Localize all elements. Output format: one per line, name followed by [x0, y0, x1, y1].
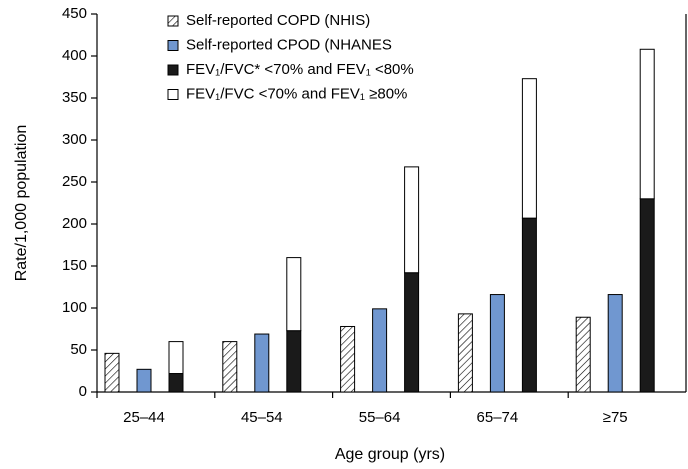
- y-tick-label: 450: [62, 5, 87, 22]
- bar: [639, 198, 655, 393]
- x-tick-label: 25–44: [123, 409, 165, 426]
- y-tick-label: 50: [70, 341, 87, 358]
- legend-label: FEV₁/FVC* <70% and FEV₁ <80%: [186, 61, 414, 78]
- bar: [404, 272, 420, 393]
- legend-swatch: [167, 64, 179, 76]
- x-tick-label: ≥75: [603, 409, 628, 426]
- bar: [457, 313, 473, 393]
- legend-label: FEV₁/FVC <70% and FEV₁ ≥80%: [186, 85, 407, 102]
- bar: [222, 341, 238, 393]
- legend-swatch: [167, 89, 179, 100]
- bar: [136, 368, 152, 393]
- bar: [521, 217, 537, 393]
- y-axis-label: Rate/1,000 population: [13, 125, 30, 282]
- y-tick-label: 0: [79, 383, 87, 400]
- x-tick-label: 55–64: [359, 409, 401, 426]
- x-axis-label: Age group (yrs): [335, 446, 445, 463]
- legend-swatch: [167, 40, 179, 51]
- bar: [286, 330, 302, 393]
- legend-swatch: [167, 15, 179, 27]
- bar: [168, 341, 184, 375]
- bar: [340, 325, 356, 393]
- bar: [254, 333, 270, 393]
- bar: [521, 78, 537, 219]
- bar: [168, 373, 184, 393]
- y-tick-label: 100: [62, 299, 87, 316]
- legend-label: Self-reported COPD (NHIS): [186, 12, 370, 29]
- bar: [404, 166, 420, 274]
- x-tick-label: 45–54: [241, 409, 283, 426]
- x-tick-label: 65–74: [477, 409, 519, 426]
- y-tick-label: 150: [62, 257, 87, 274]
- bar: [372, 308, 388, 393]
- bar: [607, 294, 623, 393]
- y-tick-label: 400: [62, 47, 87, 64]
- bar: [489, 294, 505, 393]
- legend-label: Self-reported CPOD (NHANES: [186, 36, 392, 53]
- y-tick-label: 250: [62, 173, 87, 190]
- bar: [575, 316, 591, 393]
- y-tick-label: 300: [62, 131, 87, 148]
- bar: [286, 257, 302, 332]
- y-tick-label: 200: [62, 215, 87, 232]
- bar: [104, 352, 120, 393]
- y-tick-label: 350: [62, 89, 87, 106]
- bar: [639, 48, 655, 200]
